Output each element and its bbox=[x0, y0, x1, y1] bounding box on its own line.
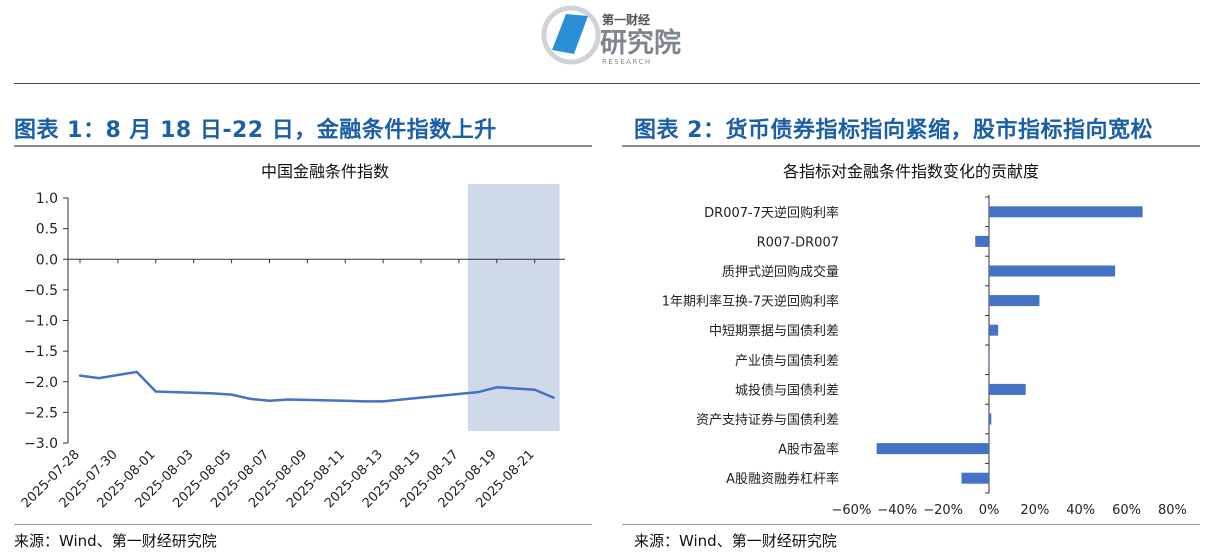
x-tick-label: −60% bbox=[832, 503, 872, 518]
research-logo: 第一财经 研究院 RESEARCH bbox=[541, 5, 681, 66]
category-label: 1年期利率互换-7天逆回购利率 bbox=[662, 294, 839, 310]
category-label: DR007-7天逆回购利率 bbox=[704, 205, 839, 221]
series-point bbox=[400, 398, 404, 401]
contribution-bar bbox=[989, 383, 1026, 395]
contribution-bar bbox=[876, 443, 989, 455]
series-point bbox=[154, 390, 157, 393]
x-tick-label: −20% bbox=[923, 503, 963, 518]
series-point bbox=[362, 400, 366, 403]
y-tick-label: 1.0 bbox=[36, 191, 58, 207]
x-tick-label: 20% bbox=[1020, 503, 1049, 518]
right-panel-rule bbox=[622, 145, 1200, 147]
contribution-bar bbox=[975, 235, 989, 247]
x-tick-label: 40% bbox=[1066, 503, 1095, 518]
series-point bbox=[476, 390, 480, 394]
index-line-chart: 1.00.50.0−0.5−1.0−1.5−2.0−2.5−3.02025-07… bbox=[19, 184, 565, 511]
category-label: 中短期票据与国债利差 bbox=[709, 324, 839, 339]
series-point bbox=[211, 392, 214, 395]
left-bottom-rule bbox=[14, 524, 592, 525]
y-tick-label: −2.0 bbox=[24, 375, 58, 391]
y-tick-label: −2.5 bbox=[24, 405, 58, 421]
category-label: 资产支持证券与国债利差 bbox=[696, 412, 839, 428]
series-point bbox=[287, 398, 290, 401]
y-tick-label: −3.0 bbox=[24, 436, 58, 452]
logo-ring-icon bbox=[541, 5, 601, 65]
series-point bbox=[552, 396, 555, 399]
y-tick-label: −0.5 bbox=[24, 283, 58, 299]
y-tick-label: −1.0 bbox=[24, 314, 58, 330]
contribution-bar bbox=[961, 472, 989, 484]
right-chart-title: 各指标对金融条件指数变化的贡献度 bbox=[782, 162, 1039, 181]
series-line bbox=[79, 370, 555, 403]
series-point bbox=[495, 386, 498, 389]
x-tick-label: 80% bbox=[1158, 503, 1187, 518]
series-point bbox=[268, 399, 271, 402]
category-label: 城投债与国债利差 bbox=[735, 382, 839, 398]
y-tick-label: 0.0 bbox=[36, 252, 58, 268]
header-divider bbox=[14, 83, 1200, 84]
right-source: 来源：Wind、第一财经研究院 bbox=[634, 532, 837, 550]
category-label: A股市盈率 bbox=[778, 442, 839, 458]
category-label: 产业债与国债利差 bbox=[735, 354, 839, 369]
category-label: A股融资融券杠杆率 bbox=[726, 471, 839, 487]
left-chart-title: 中国金融条件指数 bbox=[260, 162, 389, 181]
series-point bbox=[78, 374, 82, 377]
left-panel-title: 图表 1：8 月 18 日-22 日，金融条件指数上升 bbox=[14, 118, 497, 143]
contribution-bar bbox=[989, 354, 990, 366]
left-source: 来源：Wind、第一财经研究院 bbox=[14, 532, 217, 550]
logo-small-text: 第一财经 bbox=[602, 12, 650, 27]
contribution-bar bbox=[989, 265, 1116, 277]
series-point bbox=[533, 388, 536, 391]
series-point bbox=[97, 376, 101, 380]
x-tick-label: 60% bbox=[1112, 503, 1141, 518]
series-point bbox=[381, 400, 385, 403]
left-panel-rule bbox=[14, 145, 592, 147]
category-label: 质押式逆回购成交量 bbox=[722, 264, 839, 280]
series-point bbox=[514, 387, 517, 390]
x-tick-label: 0% bbox=[979, 503, 1000, 518]
right-bottom-rule bbox=[622, 524, 1200, 525]
y-tick-label: −1.5 bbox=[24, 344, 58, 360]
category-label: R007-DR007 bbox=[757, 235, 839, 250]
y-tick-label: 0.5 bbox=[36, 222, 58, 238]
right-panel-title: 图表 2：货币债券指标指向紧缩，股市指标指向宽松 bbox=[634, 118, 1153, 143]
contribution-bar bbox=[989, 413, 992, 425]
series-point bbox=[230, 393, 233, 396]
logo-book-icon bbox=[552, 14, 588, 54]
series-point bbox=[419, 396, 423, 399]
x-tick-label: −40% bbox=[877, 503, 917, 518]
contribution-bar bbox=[989, 295, 1040, 307]
series-point bbox=[249, 397, 252, 401]
logo-sub-text: RESEARCH bbox=[602, 58, 652, 66]
contribution-bar bbox=[989, 206, 1143, 218]
series-point bbox=[135, 370, 139, 374]
series-point bbox=[116, 373, 120, 377]
contribution-bar-chart: DR007-7天逆回购利率 R007-DR007 质押式逆回购成交量 1年期利率互换-… bbox=[662, 195, 1187, 518]
contribution-bar bbox=[989, 324, 999, 336]
series-point bbox=[344, 399, 347, 402]
logo-big-text: 研究院 bbox=[600, 27, 681, 59]
